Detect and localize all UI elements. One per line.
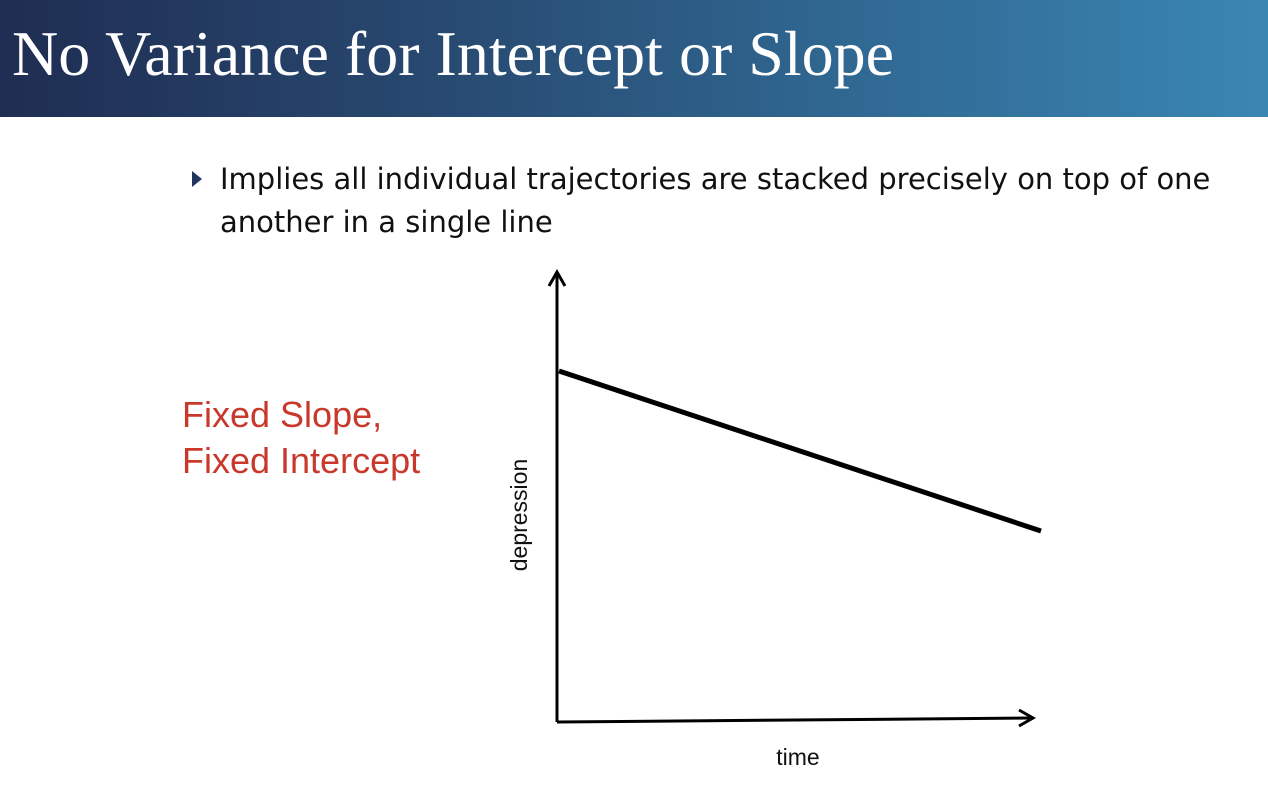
y-axis-arrow-icon bbox=[547, 268, 567, 287]
x-axis bbox=[556, 716, 1034, 724]
bullet-point: Implies all individual trajectories are … bbox=[192, 158, 1262, 244]
bullet-text: Implies all individual trajectories are … bbox=[220, 162, 1211, 239]
slide-title: No Variance for Intercept or Slope bbox=[12, 18, 895, 89]
fixed-label: Fixed Slope, Fixed Intercept bbox=[182, 392, 420, 484]
trajectory-line bbox=[558, 368, 1042, 534]
title-bar: No Variance for Intercept or Slope bbox=[0, 0, 1268, 117]
fixed-label-line1: Fixed Slope, bbox=[182, 394, 383, 435]
x-axis-arrow-icon bbox=[1018, 708, 1037, 728]
x-axis-label: time bbox=[776, 744, 819, 770]
y-axis-label: depression bbox=[506, 459, 532, 572]
fixed-label-line2: Fixed Intercept bbox=[182, 440, 421, 481]
bullet-triangle-icon bbox=[192, 171, 202, 187]
